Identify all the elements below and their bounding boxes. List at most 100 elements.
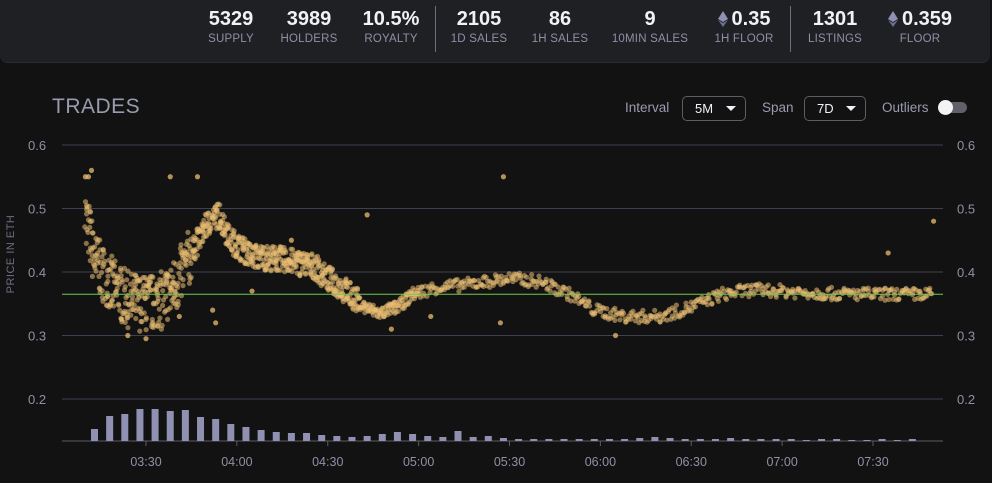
volume-bar	[681, 439, 689, 441]
stat-value: 5329	[181, 6, 281, 32]
trade-dot	[886, 296, 892, 303]
stat-value: 86	[510, 6, 610, 32]
trade-dot	[119, 279, 125, 285]
trade-dot	[137, 328, 143, 334]
trade-dot	[86, 203, 92, 209]
volume-bar	[212, 419, 220, 441]
volume-bar	[636, 438, 644, 441]
trade-dot	[85, 174, 92, 180]
trade-dot	[217, 202, 223, 208]
trade-dot	[836, 295, 843, 302]
trade-dot	[330, 279, 336, 285]
trade-dot	[99, 288, 105, 294]
outliers-label: Outliers	[882, 100, 929, 115]
trade-dot	[176, 313, 182, 320]
trade-dot	[176, 270, 182, 277]
volume-bar	[287, 433, 295, 441]
trade-dot	[83, 240, 89, 246]
trade-dot	[111, 303, 117, 309]
trade-dot	[143, 327, 149, 333]
trade-dot	[228, 239, 234, 245]
stat-10min-sales: 9 10MIN SALES	[600, 6, 700, 45]
trade-dot	[116, 302, 122, 308]
trade-dot	[109, 298, 115, 304]
volume-bar	[651, 437, 659, 441]
trade-dot	[175, 298, 181, 304]
trade-dot	[154, 290, 160, 296]
trade-dot	[155, 298, 161, 304]
trade-dot	[109, 253, 115, 259]
trade-dot	[118, 316, 125, 322]
trade-dot	[158, 269, 164, 275]
span-dropdown[interactable]: 7D	[804, 96, 866, 121]
trade-dot	[321, 261, 327, 267]
stat-label: ROYALTY	[364, 33, 418, 45]
trade-dot	[290, 246, 296, 252]
trade-dot	[89, 273, 95, 279]
chevron-down-icon	[726, 106, 736, 111]
trade-dot	[612, 305, 618, 311]
trade-dot	[494, 278, 500, 284]
volume-bar	[363, 436, 371, 441]
interval-dropdown[interactable]: 5M	[682, 96, 746, 121]
trade-dot	[288, 237, 294, 243]
trade-dot	[293, 264, 299, 270]
y-tick-label-right: 0.6	[957, 138, 975, 153]
volume-bar	[772, 439, 780, 441]
trades-title: TRADES	[52, 95, 141, 118]
volume-bar	[348, 437, 356, 441]
stat-label: 1H SALES	[531, 33, 589, 45]
trade-dot	[167, 174, 173, 180]
trade-dot	[166, 273, 172, 279]
trade-dot	[124, 314, 130, 321]
trade-dot	[249, 288, 255, 294]
volume-bar	[818, 439, 826, 441]
volume-bar	[272, 432, 280, 441]
volume-bar	[848, 440, 856, 441]
outliers-toggle[interactable]	[938, 100, 967, 115]
trade-dot	[617, 317, 623, 323]
trade-dot	[456, 288, 462, 295]
trade-dot	[339, 290, 346, 297]
volume-bar	[303, 433, 311, 441]
span-value: 7D	[817, 101, 834, 116]
x-tick-label: 04:30	[312, 455, 343, 469]
volume-bar	[757, 439, 765, 441]
volume-bar	[727, 438, 735, 441]
volume-bar	[227, 424, 235, 441]
stat-value-text: 0.359	[901, 8, 953, 30]
trade-dot	[704, 302, 711, 308]
trade-dot	[529, 272, 535, 278]
trade-dot	[424, 293, 430, 299]
ethereum-icon	[717, 11, 728, 27]
trade-dot	[185, 229, 191, 235]
y-tick-label-right: 0.3	[957, 329, 975, 344]
trade-dot	[180, 277, 186, 283]
volume-bar	[575, 439, 583, 441]
trade-dot	[111, 263, 118, 269]
trade-dot	[144, 294, 150, 300]
stat-value: 10.5%	[341, 6, 441, 32]
trade-dot	[101, 261, 107, 267]
x-tick-label: 07:30	[857, 455, 888, 469]
volume-bar	[621, 439, 629, 441]
trade-dot	[175, 280, 181, 286]
stat-value-text: 2105	[456, 8, 502, 30]
y-tick-label-right: 0.4	[957, 265, 975, 280]
volume-bar	[666, 438, 674, 441]
trade-dot	[927, 285, 933, 291]
trade-dot	[199, 239, 205, 245]
trade-dot	[213, 320, 219, 326]
stat-label: 1H FLOOR	[714, 33, 774, 45]
trade-dot	[105, 278, 111, 284]
trade-dot	[255, 264, 262, 270]
trade-dot	[149, 273, 155, 279]
trade-dot	[200, 229, 206, 235]
volume-bar	[333, 436, 341, 441]
trade-dot	[536, 273, 542, 279]
trade-dot	[343, 276, 349, 282]
trade-dot	[395, 308, 401, 314]
trade-dot	[105, 273, 111, 279]
trade-dot	[242, 236, 248, 242]
volume-bar	[893, 440, 901, 441]
